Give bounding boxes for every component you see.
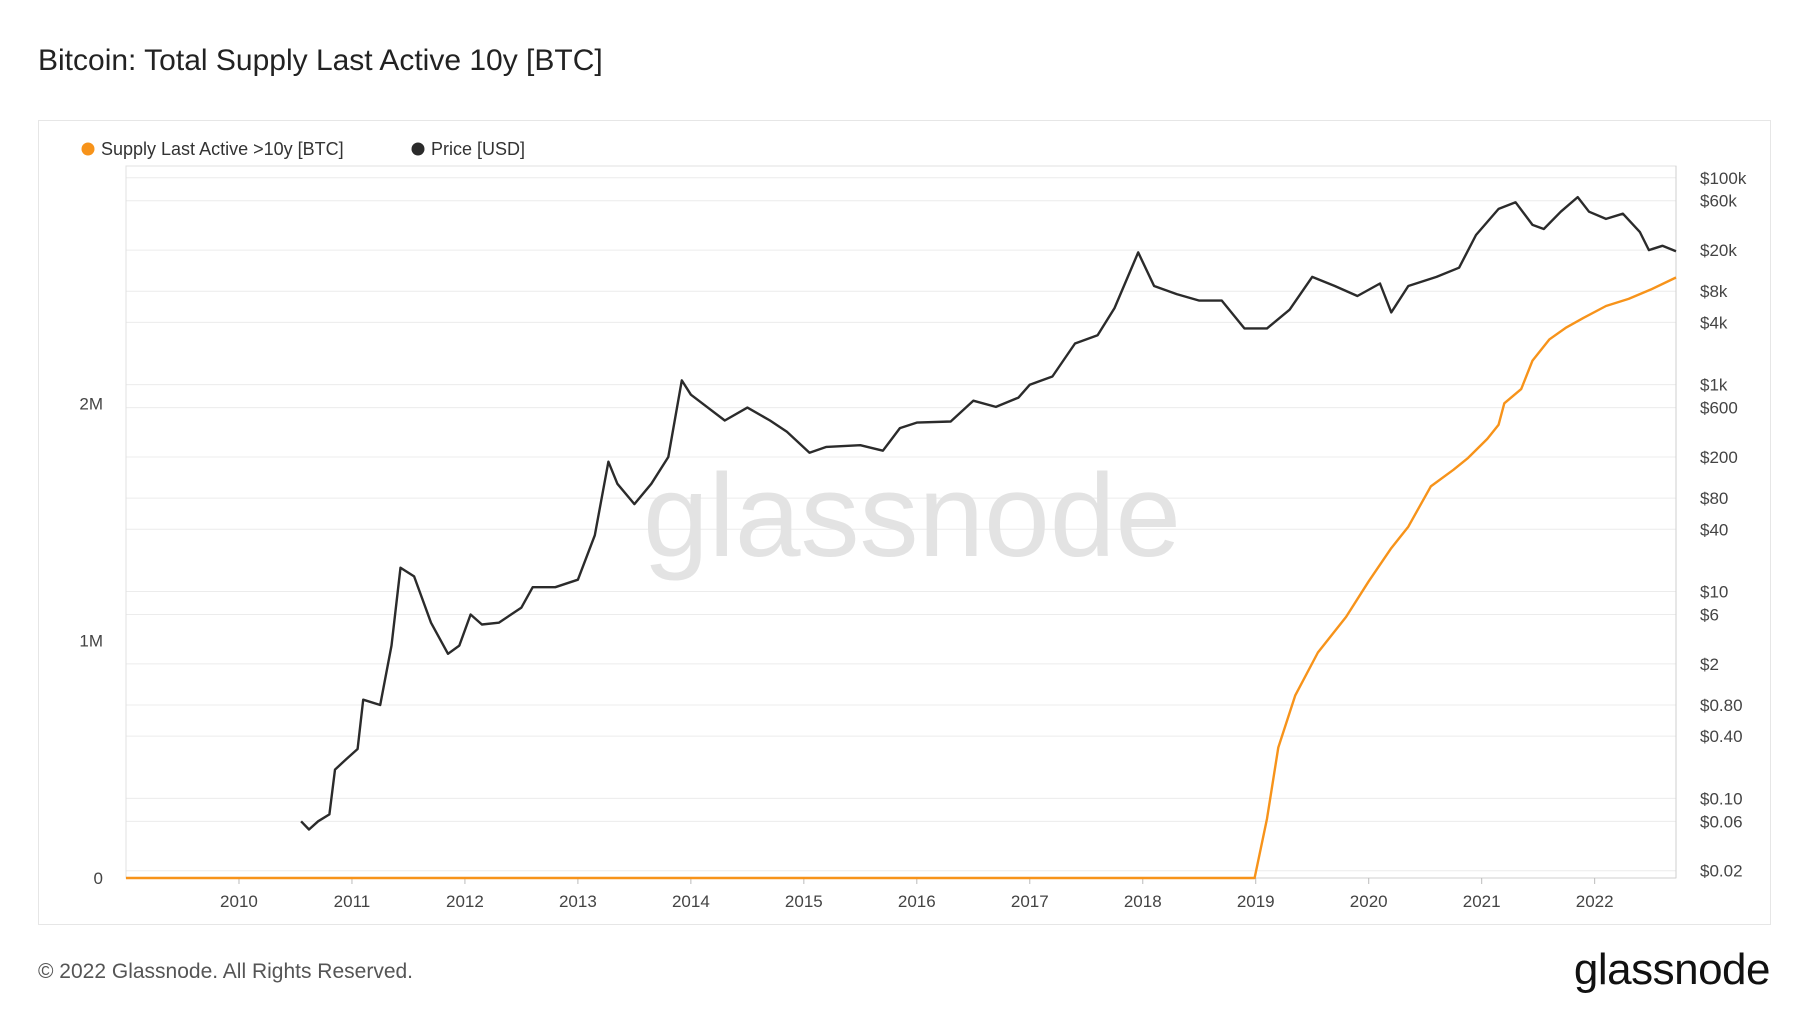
x-tick-label: 2021	[1463, 892, 1501, 911]
right-y-tick-label: $1k	[1700, 376, 1728, 395]
x-tick-label: 2010	[220, 892, 258, 911]
x-tick-label: 2014	[672, 892, 710, 911]
glassnode-logo[interactable]: glassnode	[1573, 945, 1771, 994]
right-y-tick-label: $0.80	[1700, 696, 1743, 715]
right-y-tick-label: $4k	[1700, 313, 1728, 332]
right-y-tick-label: $200	[1700, 448, 1738, 467]
legend-item-supply[interactable]: Supply Last Active >10y [BTC]	[81, 139, 344, 159]
legend-item-price[interactable]: Price [USD]	[411, 139, 526, 159]
x-tick-label: 2017	[1011, 892, 1049, 911]
chart-frame	[38, 120, 1771, 925]
x-tick-label: 2019	[1237, 892, 1275, 911]
x-tick-label: 2012	[446, 892, 484, 911]
x-axis-ticks: 2010 2011 2012 2013 2014 2015 2016 2017 2018 2019…	[220, 878, 1614, 911]
x-tick-label: 2013	[559, 892, 597, 911]
x-tick-label: 2011	[334, 892, 371, 911]
price-usd-line	[300, 195, 1677, 831]
x-tick-label: 2016	[898, 892, 936, 911]
right-y-tick-label: $8k	[1700, 282, 1728, 301]
grid-lines	[126, 177, 1676, 872]
left-y-tick-label: 2M	[79, 394, 103, 413]
legend-price-marker	[411, 142, 425, 156]
legend: Supply Last Active >10y [BTC] Price [USD…	[81, 139, 526, 159]
right-y-tick-label: $0.06	[1700, 812, 1743, 831]
watermark-text: glassnode	[643, 450, 1181, 582]
x-tick-label: 2020	[1350, 892, 1388, 911]
supply-last-active-line	[126, 276, 1677, 880]
right-y-tick-label: $10	[1700, 583, 1728, 602]
right-y-tick-label: $0.10	[1700, 789, 1743, 808]
right-y-tick-label: $100k	[1700, 169, 1747, 188]
x-tick-label: 2022	[1576, 892, 1614, 911]
right-y-tick-label: $6	[1700, 605, 1719, 624]
legend-supply-label: Supply Last Active >10y [BTC]	[101, 139, 344, 159]
right-y-tick-label: $80	[1700, 489, 1728, 508]
legend-supply-marker	[81, 142, 95, 156]
copyright-text: © 2022 Glassnode. All Rights Reserved.	[38, 960, 414, 983]
right-y-tick-label: $0.40	[1700, 727, 1743, 746]
right-y-tick-label: $20k	[1700, 241, 1737, 260]
left-y-tick-label: 0	[94, 869, 103, 888]
right-y-tick-label: $0.02	[1700, 862, 1743, 881]
right-axis-ticks: $100k $60k $20k $8k $4k $1k $600 $200 $80 $40 $10 $…	[1700, 169, 1747, 881]
left-axis-ticks: 0 1M 2M	[79, 394, 103, 888]
page-title: Bitcoin: Total Supply Last Active 10y [B…	[38, 44, 603, 77]
left-y-tick-label: 1M	[79, 632, 103, 651]
series-lines	[126, 195, 1677, 880]
x-tick-label: 2018	[1124, 892, 1162, 911]
right-y-tick-label: $2	[1700, 655, 1719, 674]
right-y-tick-label: $40	[1700, 520, 1728, 539]
right-y-tick-label: $60k	[1700, 192, 1737, 211]
right-y-tick-label: $600	[1700, 399, 1738, 418]
x-tick-label: 2015	[785, 892, 823, 911]
legend-price-label: Price [USD]	[431, 139, 525, 159]
